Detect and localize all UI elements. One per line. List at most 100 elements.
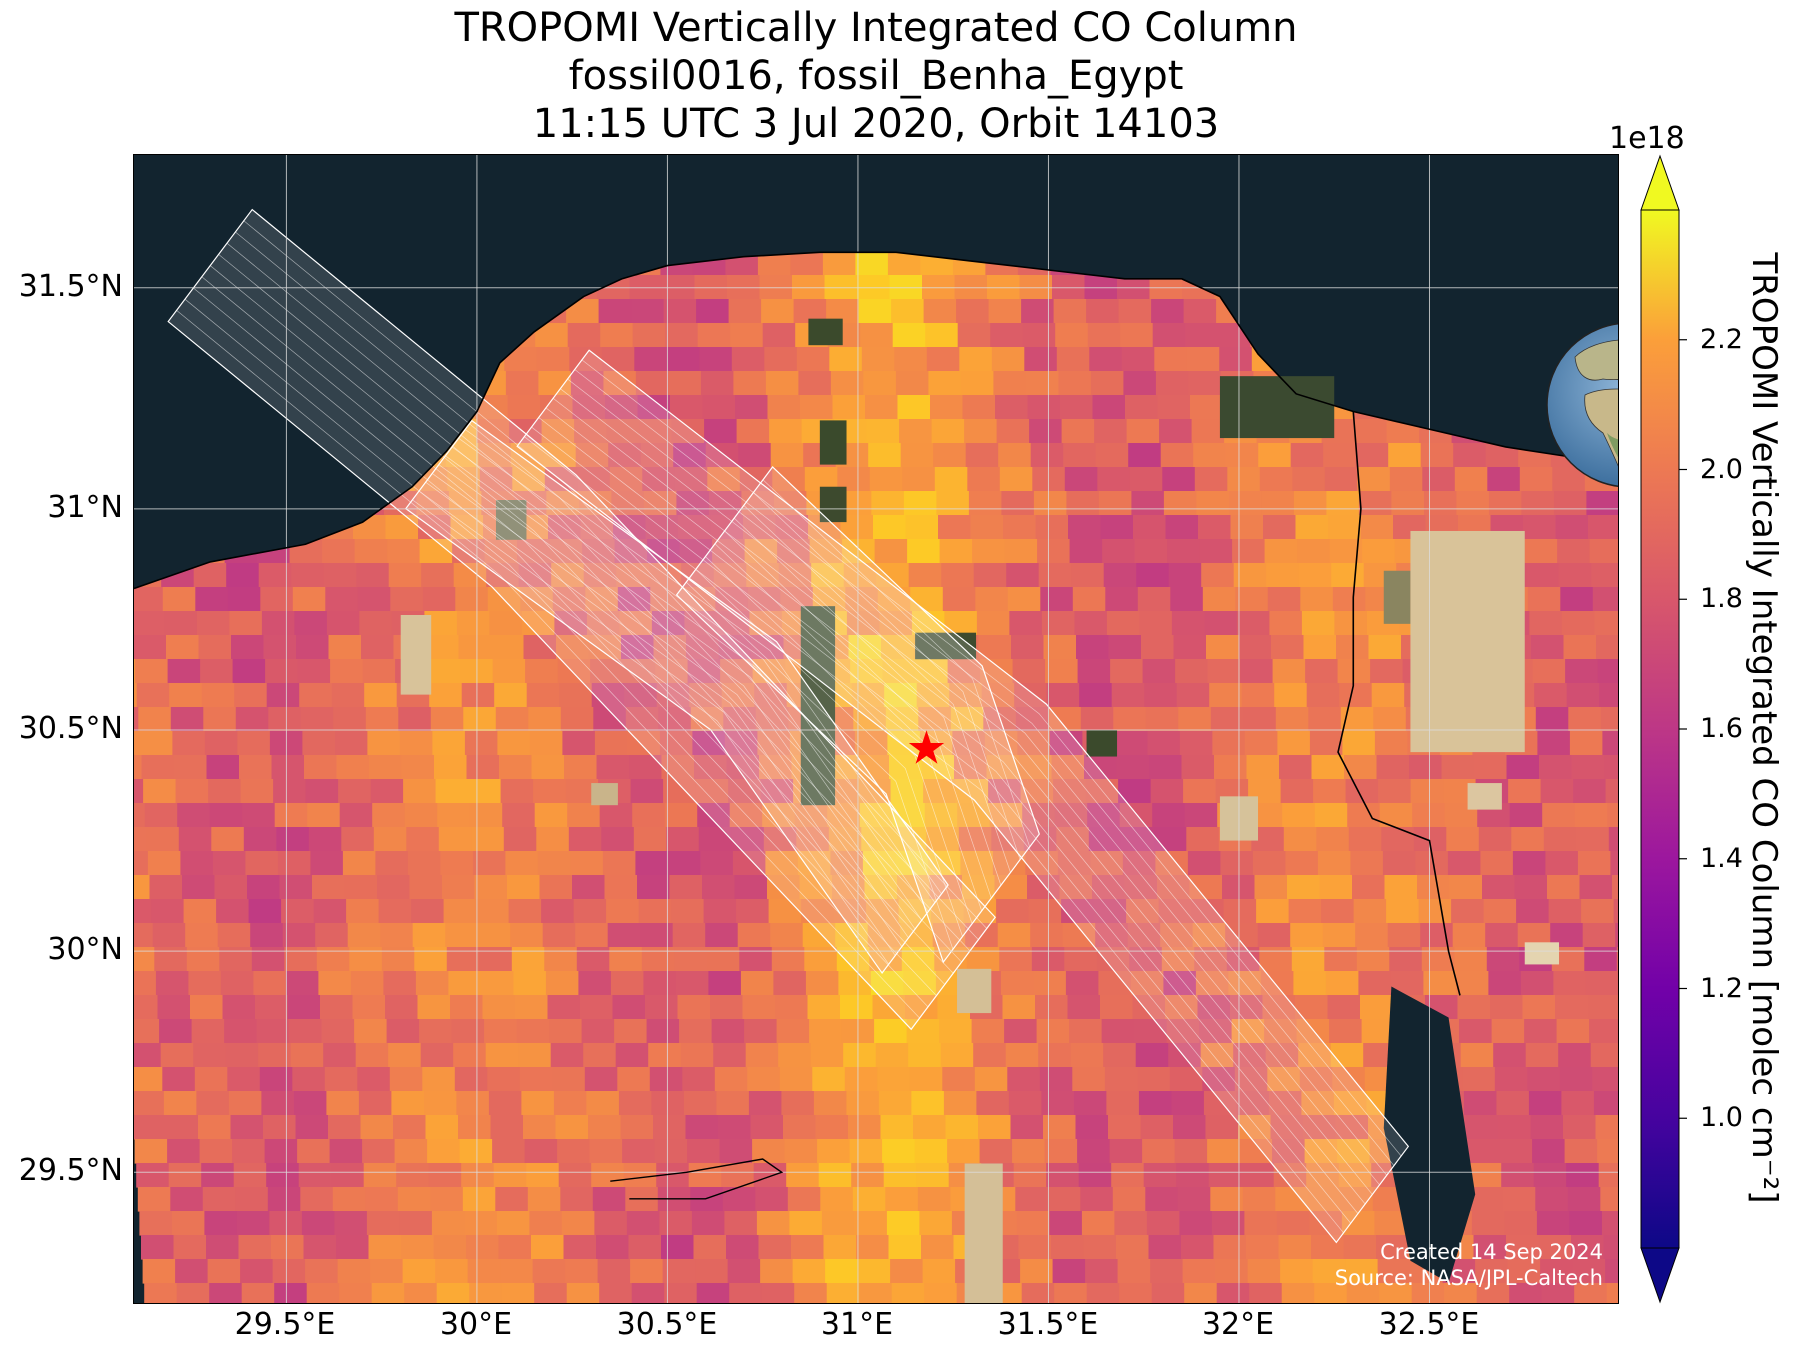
co-pixel [536, 347, 570, 372]
co-pixel [409, 875, 443, 900]
co-pixel [996, 899, 1030, 924]
co-pixel [1070, 1043, 1104, 1068]
co-pixel [1234, 1067, 1268, 1092]
swath-outline [167, 208, 996, 1031]
co-pixel [494, 683, 528, 708]
co-pixel [1457, 995, 1491, 1020]
co-pixel [1121, 347, 1155, 372]
co-pixel [359, 611, 393, 636]
swath-mesh-line [714, 543, 983, 911]
co-pixel [1085, 779, 1119, 804]
co-pixel [377, 875, 411, 900]
co-pixel [996, 419, 1030, 444]
co-pixel [1100, 995, 1134, 1020]
co-pixel [1459, 1019, 1493, 1044]
co-pixel [1412, 803, 1446, 828]
co-pixel [818, 1163, 852, 1188]
co-pixel [1410, 779, 1444, 804]
co-pixel [1573, 779, 1607, 804]
co-pixel [1350, 851, 1384, 876]
co-pixel [908, 1043, 942, 1068]
co-pixel [747, 1067, 781, 1092]
co-pixel [292, 587, 326, 612]
co-pixel [877, 1067, 911, 1092]
co-pixel [1241, 1163, 1275, 1188]
co-pixel [918, 707, 952, 732]
co-pixel [1322, 923, 1356, 948]
co-pixel [1599, 683, 1618, 708]
co-pixel [856, 755, 890, 780]
co-pixel [1246, 755, 1280, 780]
swath-mesh-line [451, 446, 929, 912]
target-marker-layer: ★ [906, 721, 947, 775]
co-pixel [1039, 1067, 1073, 1092]
co-pixel [959, 347, 993, 372]
co-pixel [767, 875, 801, 900]
co-pixel [237, 731, 271, 756]
co-pixel [534, 1283, 568, 1303]
co-pixel [323, 1043, 357, 1068]
co-pixel [594, 731, 628, 756]
co-pixel [854, 731, 888, 756]
co-pixel [1615, 923, 1618, 948]
swath-mesh-line [762, 479, 1031, 847]
co-pixel [711, 1019, 745, 1044]
globe-central-africa [1607, 433, 1618, 458]
co-pixel [1199, 539, 1233, 564]
co-pixel [726, 1235, 760, 1260]
co-pixel [342, 851, 376, 876]
co-pixel [1109, 1139, 1143, 1164]
swath-mesh-line [184, 298, 929, 1008]
co-pixel [428, 1163, 462, 1188]
co-pixel [331, 1163, 365, 1188]
swath-mesh-line [425, 481, 903, 947]
co-pixel [1163, 491, 1197, 516]
co-pixel [268, 707, 302, 732]
co-pixel [909, 1067, 943, 1092]
co-pixel [696, 1283, 730, 1303]
co-pixel [352, 995, 386, 1020]
co-pixel [263, 1115, 297, 1140]
co-pixel [1186, 347, 1220, 372]
co-pixel [1591, 563, 1618, 588]
co-pixel [538, 371, 572, 396]
co-pixel [914, 1139, 948, 1164]
co-pixel [523, 635, 557, 660]
co-pixel [1354, 419, 1388, 444]
co-pixel [1003, 515, 1037, 540]
co-pixel [960, 371, 994, 396]
co-pixel [1150, 779, 1184, 804]
co-pixel [931, 899, 965, 924]
co-pixel [315, 923, 349, 948]
co-pixel [705, 923, 739, 948]
co-pixel [1151, 299, 1185, 324]
co-pixel [1071, 563, 1105, 588]
co-pixel [526, 1163, 560, 1188]
co-pixel [1016, 1211, 1050, 1236]
co-pixel [411, 899, 445, 924]
co-pixel [1027, 395, 1061, 420]
co-pixel [1278, 1235, 1312, 1260]
co-pixel [134, 1139, 168, 1164]
co-pixel [1568, 707, 1602, 732]
co-pixel [1387, 923, 1421, 948]
co-pixel [202, 1187, 236, 1212]
co-pixel [672, 923, 706, 948]
co-pixel [625, 707, 659, 732]
co-pixel [208, 779, 242, 804]
co-pixel [312, 875, 346, 900]
title-line-2: fossil0016, fossil_Benha_Egypt [568, 53, 1184, 99]
co-pixel [271, 1235, 305, 1260]
co-pixel [421, 563, 455, 588]
co-pixel [1138, 1091, 1172, 1116]
co-pixel [394, 1139, 428, 1164]
co-pixel [586, 611, 620, 636]
co-pixel [1022, 323, 1056, 348]
colorbar-gradient [1640, 209, 1680, 1249]
co-pixel [552, 587, 586, 612]
colorbar-tick-label: 1.6 [1700, 713, 1743, 744]
co-pixel [519, 1067, 553, 1092]
co-pixel [648, 1043, 682, 1068]
co-pixel [1441, 755, 1475, 780]
co-pixel [1381, 827, 1415, 852]
